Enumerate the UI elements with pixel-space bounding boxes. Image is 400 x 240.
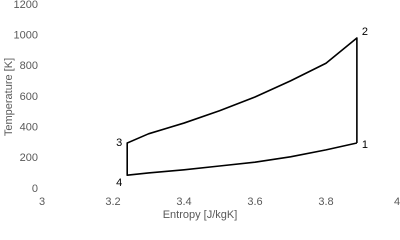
y-tick-label: 600 [20,91,38,103]
point-label: 2 [362,26,368,38]
y-tick-label: 200 [20,152,38,164]
x-tick-label: 3.4 [176,196,191,208]
x-tick-label: 3 [39,196,45,208]
point-label: 1 [362,139,368,151]
x-tick-label: 3.8 [318,196,333,208]
chart: Entropy [J/kgK] Temperature [K] 0 200 400 6… [3,0,400,221]
y-tick-label: 1200 [14,0,38,11]
x-tick-label: 3.6 [247,196,262,208]
y-axis-label: Temperature [K] [3,58,15,136]
y-tick-label: 0 [32,183,38,195]
cycle-line [126,37,358,176]
x-tick-label: 4 [394,196,400,208]
y-tick-label: 1000 [14,30,38,42]
x-axis-label: Entropy [J/kgK] [163,209,238,221]
point-label: 4 [116,177,122,189]
point-label: 3 [116,137,122,149]
y-tick-label: 800 [20,60,38,72]
y-tick-label: 400 [20,122,38,134]
x-tick-label: 3.2 [105,196,120,208]
